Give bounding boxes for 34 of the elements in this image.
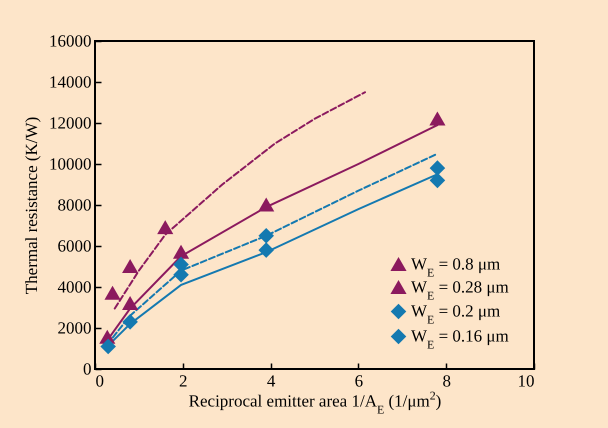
y-tick-label: 2000 (58, 318, 92, 338)
y-tick-label: 12000 (49, 114, 92, 132)
point (105, 286, 120, 300)
legend-label: W$_{E}$ = 0.2 μm (411, 302, 500, 326)
point (122, 314, 138, 330)
point (258, 242, 274, 258)
x-tick-label: 8 (442, 372, 451, 390)
point (430, 172, 445, 188)
y-axis-title: Thermal resistance (K/W) (22, 116, 41, 294)
y-tick-label: 4000 (58, 278, 92, 296)
legend-label: W$_{E}$ = 0.28 μm (411, 278, 509, 302)
x-tick-label: 10 (518, 372, 534, 390)
point (122, 296, 138, 310)
x-tick-label: 0 (96, 372, 104, 390)
point (122, 260, 138, 274)
point (100, 339, 116, 354)
x-tick-label: 2 (179, 372, 188, 390)
x-axis-title: Reciprocal emitter area 1/A$_{E}$ (1/μm$^{2}$) (188, 388, 442, 416)
y-tick-label: 8000 (58, 196, 92, 214)
y-tick-label: 0 (83, 360, 92, 378)
x-tick-label: 4 (266, 372, 276, 390)
point (174, 246, 188, 259)
y-tick-label: 6000 (58, 236, 92, 256)
legend-label: W$_{E}$ = 0.16 μm (411, 326, 509, 352)
point (158, 221, 173, 234)
y-tick-label: 16000 (49, 32, 92, 50)
point (258, 198, 274, 212)
point (430, 160, 445, 176)
y-tick-label: 14000 (49, 72, 92, 92)
y-tick-label: 10000 (49, 154, 92, 174)
point (430, 112, 445, 126)
legend-label: W$_{E}$ = 0.8 μm (411, 254, 500, 280)
point (258, 228, 274, 244)
x-tick-label: 6 (354, 372, 364, 390)
